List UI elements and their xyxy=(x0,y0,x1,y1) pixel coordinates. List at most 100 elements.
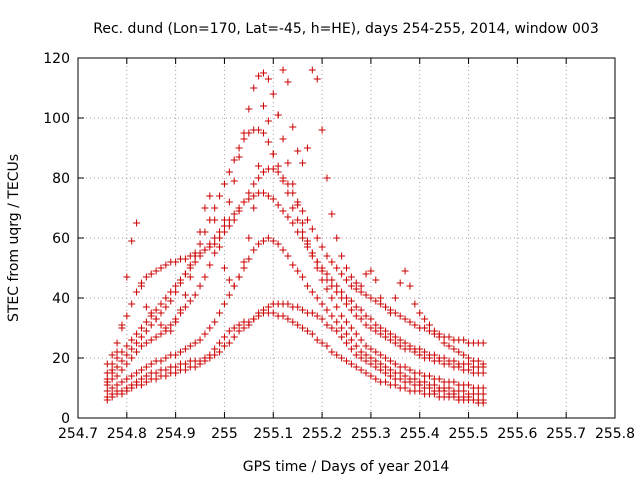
x-tick-label: 254.8 xyxy=(107,426,147,442)
data-point xyxy=(294,216,302,224)
data-point xyxy=(460,336,468,344)
data-point xyxy=(313,234,321,242)
data-point xyxy=(147,336,155,344)
y-axis-title: STEC from uqrg / TECUs xyxy=(6,154,22,322)
data-point xyxy=(323,252,331,260)
data-point xyxy=(367,354,375,362)
data-point xyxy=(347,345,355,353)
x-tick-label: 255 xyxy=(211,426,238,442)
data-point xyxy=(338,333,346,341)
data-point xyxy=(333,264,341,272)
data-point xyxy=(382,303,390,311)
data-point xyxy=(191,252,199,260)
data-point xyxy=(260,237,268,245)
data-point xyxy=(240,135,248,143)
data-point xyxy=(133,348,141,356)
data-point xyxy=(313,294,321,302)
data-point xyxy=(269,237,277,245)
data-point xyxy=(181,303,189,311)
x-tick-label: 255.1 xyxy=(253,426,293,442)
data-point xyxy=(289,189,297,197)
data-point xyxy=(396,375,404,383)
data-point xyxy=(299,234,307,242)
data-point xyxy=(191,363,199,371)
data-point xyxy=(284,159,292,167)
data-point xyxy=(128,345,136,353)
data-point xyxy=(401,339,409,347)
data-point xyxy=(357,315,365,323)
data-point xyxy=(352,312,360,320)
data-point xyxy=(128,336,136,344)
y-tick-label: 100 xyxy=(43,111,70,127)
data-point xyxy=(211,204,219,212)
data-point xyxy=(216,309,224,317)
data-point xyxy=(303,282,311,290)
data-point xyxy=(328,348,336,356)
data-point xyxy=(196,240,204,248)
data-point xyxy=(216,339,224,347)
data-point xyxy=(440,354,448,362)
data-point xyxy=(142,363,150,371)
data-point xyxy=(343,339,350,347)
data-point xyxy=(338,324,346,332)
data-point xyxy=(425,372,433,380)
data-point xyxy=(377,330,385,338)
data-point xyxy=(235,144,243,152)
data-point xyxy=(206,261,214,269)
data-point xyxy=(308,288,316,296)
data-point xyxy=(133,339,141,347)
data-point xyxy=(269,90,277,98)
data-point xyxy=(465,360,473,368)
data-point xyxy=(391,339,399,347)
data-point xyxy=(181,360,189,368)
data-point xyxy=(406,342,414,350)
data-point xyxy=(264,192,272,200)
data-point xyxy=(391,333,399,341)
data-point xyxy=(352,342,360,350)
data-point xyxy=(181,255,189,263)
data-point xyxy=(245,234,253,242)
data-point xyxy=(289,318,297,326)
data-point xyxy=(260,102,268,110)
data-point xyxy=(118,390,126,398)
x-axis-title: GPS time / Days of year 2014 xyxy=(243,459,450,475)
data-point xyxy=(152,369,160,377)
data-point xyxy=(386,357,394,365)
data-point xyxy=(264,75,272,83)
data-point xyxy=(362,312,370,320)
data-point xyxy=(435,333,443,341)
data-point xyxy=(220,342,228,350)
data-point xyxy=(372,348,380,356)
data-point xyxy=(225,327,233,335)
data-point xyxy=(357,336,365,344)
data-point xyxy=(411,375,419,383)
data-point xyxy=(123,351,131,359)
data-point xyxy=(294,228,302,236)
data-point xyxy=(421,378,429,386)
data-point xyxy=(411,321,419,329)
data-point xyxy=(274,162,282,170)
data-point xyxy=(308,309,316,317)
data-point xyxy=(333,303,341,311)
data-point xyxy=(440,339,448,347)
data-point xyxy=(294,198,302,206)
data-point xyxy=(303,243,311,251)
data-point xyxy=(196,228,204,236)
data-point xyxy=(225,198,233,206)
data-point xyxy=(377,294,385,302)
data-point xyxy=(289,261,297,269)
data-point xyxy=(167,297,175,305)
data-point xyxy=(167,288,175,296)
data-point xyxy=(123,342,131,350)
data-point xyxy=(323,321,331,329)
data-point xyxy=(299,207,307,215)
data-point xyxy=(108,366,116,374)
data-point xyxy=(245,105,253,113)
data-point xyxy=(367,360,375,368)
data-point xyxy=(103,369,111,377)
data-point xyxy=(201,246,209,254)
data-point xyxy=(333,234,341,242)
data-point xyxy=(367,294,375,302)
data-point xyxy=(279,207,287,215)
data-point xyxy=(191,339,199,347)
